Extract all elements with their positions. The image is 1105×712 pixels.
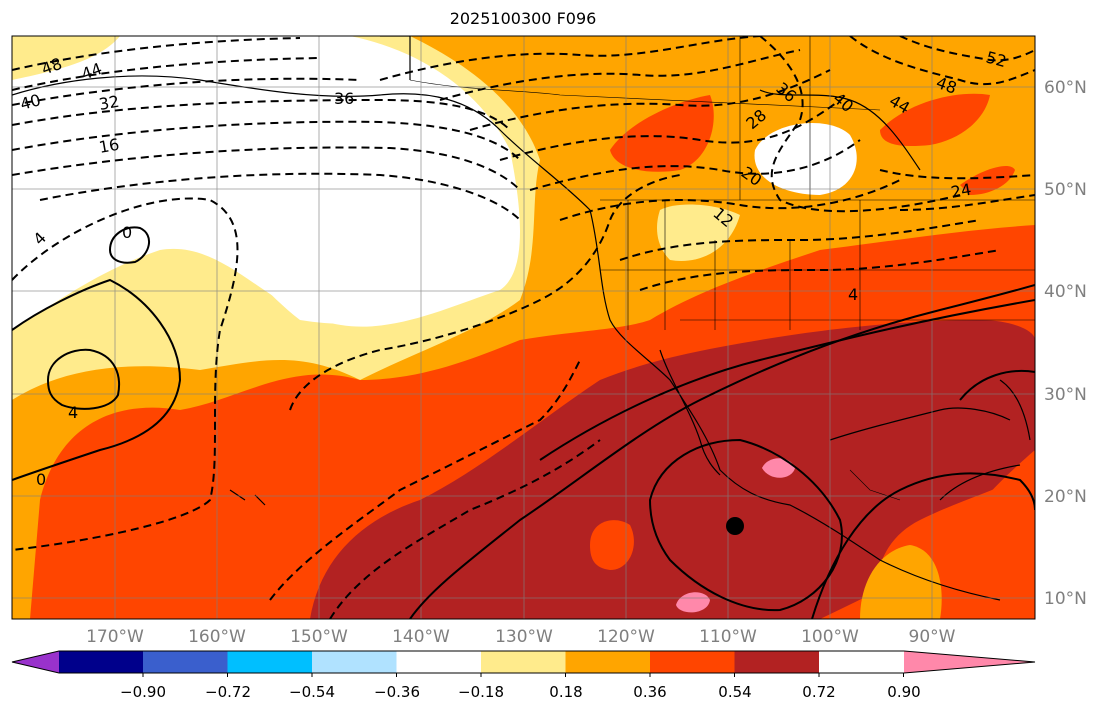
colorbar-tick-label: −0.54 (289, 683, 335, 701)
colorbar-ticks: −0.90 −0.72 −0.54 −0.36 −0.18 0.18 0.36 … (120, 683, 921, 701)
contour-label: 24 (949, 180, 972, 202)
contour-label: 32 (97, 92, 120, 114)
lat-label: 40°N (1044, 282, 1087, 302)
coastlines (12, 36, 1031, 601)
lat-label: 20°N (1044, 487, 1087, 507)
lon-label: 150°W (290, 627, 348, 647)
contour-label: 16 (97, 135, 120, 157)
colorbar-segment (734, 651, 819, 673)
lat-label: 30°N (1044, 385, 1087, 405)
colorbar-segment (481, 651, 566, 673)
colorbar-segment (59, 651, 143, 673)
colorbar-segment (396, 651, 481, 673)
contour-label: 0 (122, 223, 132, 242)
longitude-labels: 170°W 160°W 150°W 140°W 130°W 120°W 110°… (86, 627, 956, 647)
colorbar-tick-label: 0.90 (887, 683, 920, 701)
colorbar-outline (11, 650, 1036, 674)
colorbar-tick-label: −0.18 (458, 683, 504, 701)
lon-label: 160°W (188, 627, 246, 647)
fill-dark-red (310, 320, 1035, 619)
lon-label: 130°W (495, 627, 553, 647)
lat-label: 50°N (1044, 180, 1087, 200)
colorbar-segment (565, 651, 650, 673)
colorbar-tick-label: −0.90 (120, 683, 166, 701)
colorbar-segment (227, 651, 312, 673)
lat-label: 60°N (1044, 78, 1087, 98)
colorbar-tick-label: −0.36 (374, 683, 420, 701)
dashed-contours (12, 36, 1035, 619)
lon-label: 140°W (392, 627, 450, 647)
latitude-labels: 60°N 50°N 40°N 30°N 20°N 10°N (1044, 78, 1087, 609)
lon-label: 90°W (909, 627, 956, 647)
colorbar-tick-label: 0.36 (633, 683, 666, 701)
colorbar-extend-right (904, 651, 1035, 673)
storm-marker (726, 517, 744, 535)
colorbar-tick-label: 0.72 (802, 683, 835, 701)
contour-label: 36 (334, 89, 354, 108)
contour-label: 40 (18, 90, 43, 114)
lon-label: 120°W (597, 627, 655, 647)
contour-label: 0 (36, 470, 46, 489)
lon-label: 110°W (699, 627, 757, 647)
solid-contours (12, 226, 1035, 619)
colorbar-tick-label: −0.72 (205, 683, 251, 701)
colorbar-extend-left (12, 651, 59, 673)
colorbar-tick-label: 0.54 (718, 683, 751, 701)
colorbar-segment (143, 651, 228, 673)
map-frame (11, 35, 1036, 620)
colorbar-segment (312, 651, 397, 673)
colorbar-tick-label: 0.18 (549, 683, 582, 701)
gridlines (12, 36, 1035, 619)
contour-label: 4 (848, 285, 858, 304)
contour-label: 52 (984, 48, 1009, 72)
fill-pink (762, 458, 795, 478)
map-title: 2025100300 F096 (449, 9, 597, 28)
lon-label: 170°W (86, 627, 144, 647)
colorbar-segment (650, 651, 735, 673)
contour-label: 4 (68, 403, 78, 422)
lon-label: 100°W (801, 627, 859, 647)
lat-label: 10°N (1044, 589, 1087, 609)
